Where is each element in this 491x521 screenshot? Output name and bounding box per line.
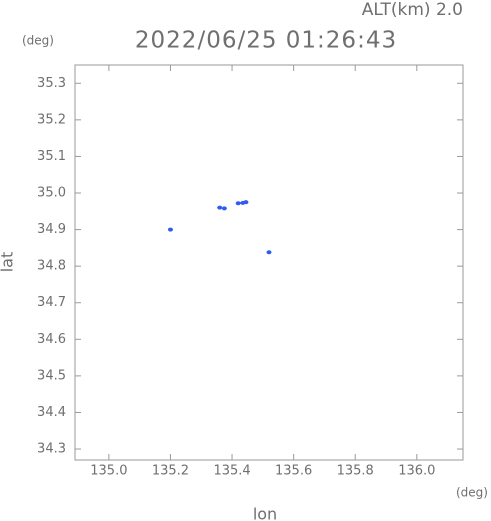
plot-frame: [74, 64, 464, 461]
x-tick-label: 135.6: [275, 464, 312, 479]
x-axis-label: lon: [253, 505, 277, 521]
echo-point: [266, 250, 272, 255]
echo-point: [243, 200, 249, 205]
y-tick-label: 34.4: [37, 405, 66, 420]
echo-point: [167, 227, 173, 232]
y-tick-label: 34.9: [37, 222, 66, 237]
y-axis-label: lat: [0, 252, 17, 273]
y-tick-label: 35.1: [37, 149, 66, 164]
chart-subtitle: ALT(km) 2.0: [362, 0, 463, 20]
x-tick-label: 135.2: [152, 464, 189, 479]
y-tick-label: 34.3: [37, 442, 66, 457]
x-tick-label: 136.0: [398, 464, 435, 479]
y-tick-label: 35.3: [37, 76, 66, 91]
echo-point: [221, 206, 227, 211]
x-tick-label: 135.4: [213, 464, 250, 479]
y-tick-label: 34.5: [37, 368, 66, 383]
y-tick-label: 34.7: [37, 295, 66, 310]
y-tick-label: 34.6: [37, 332, 66, 347]
echo-point: [217, 205, 223, 210]
y-tick-label: 35.0: [37, 186, 66, 201]
chart-title: 2022/06/25 01:26:43: [135, 28, 397, 54]
echo-point: [235, 201, 241, 206]
y-unit: (deg): [22, 34, 54, 48]
y-tick-label: 35.2: [37, 112, 66, 127]
y-tick-label: 34.8: [37, 259, 66, 274]
x-tick-label: 135.8: [337, 464, 374, 479]
x-tick-label: 135.0: [90, 464, 127, 479]
x-unit: (deg): [456, 486, 488, 500]
